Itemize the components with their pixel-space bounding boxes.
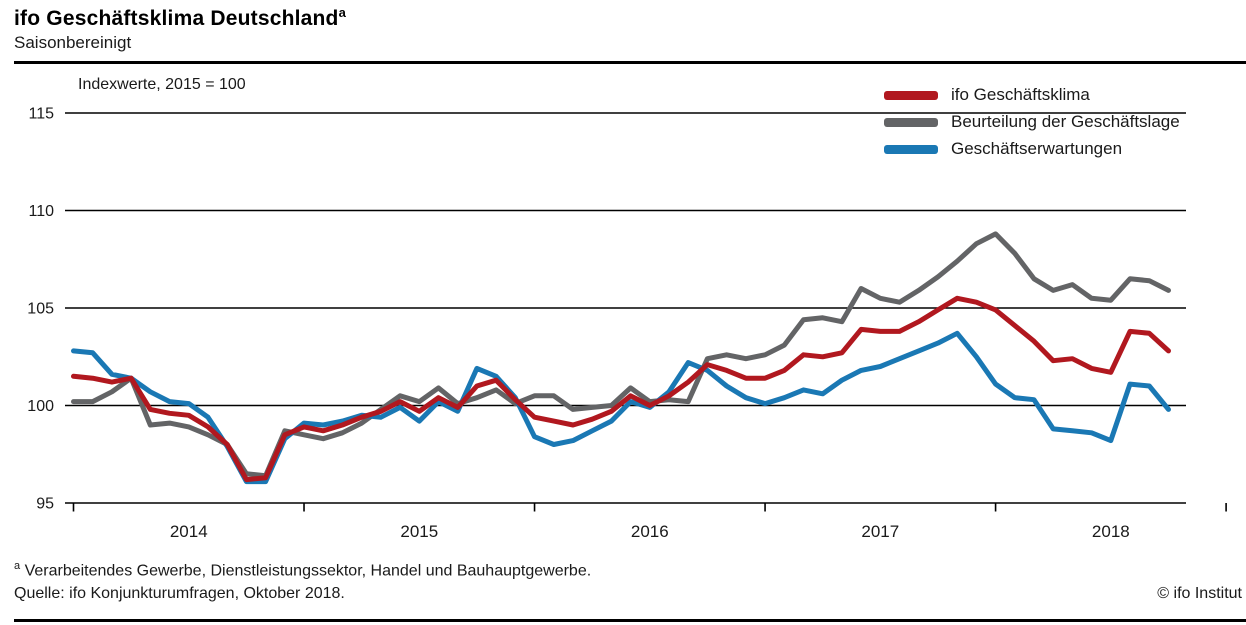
legend-swatch-blue (884, 144, 938, 154)
y-tick-label-115: 115 (28, 106, 54, 123)
footnote: a Verarbeitendes Gewerbe, Dienstleistung… (14, 560, 591, 580)
x-tick-label-2015: 2015 (400, 522, 438, 541)
y-tick-label-95: 95 (36, 496, 54, 513)
axis-unit-note: Indexwerte, 2015 = 100 (78, 76, 246, 93)
chart-legend: ifo Geschäftsklima Beurteilung der Gesch… (884, 85, 1180, 159)
x-tick-label-2017: 2017 (861, 522, 899, 541)
legend-swatch-gray (884, 117, 938, 127)
legend-label: Geschäftserwartungen (951, 139, 1123, 158)
page-subtitle: Saisonbereinigt (14, 33, 132, 52)
page-title-footnote-marker: a (338, 5, 347, 20)
page-title: ifo Geschäftsklima Deutschlanda (14, 5, 346, 31)
legend-item-geschaeftslage: Beurteilung der Geschäftslage (884, 112, 1180, 132)
footnote-text: Verarbeitendes Gewerbe, Dienstleistungss… (20, 562, 592, 580)
legend-label: Beurteilung der Geschäftslage (951, 112, 1180, 131)
legend-label: ifo Geschäftsklima (951, 85, 1090, 104)
series-line-geschaeftsklima (71, 295, 1171, 483)
legend-item-geschaeftsklima: ifo Geschäftsklima (884, 85, 1180, 105)
x-tick-label-2018: 2018 (1092, 522, 1130, 541)
x-tick-label-2016: 2016 (631, 522, 669, 541)
top-divider (14, 61, 1246, 64)
page-title-text: ifo Geschäftsklima Deutschland (14, 7, 339, 30)
bottom-divider (14, 619, 1246, 622)
x-tick-label-2014: 2014 (170, 522, 208, 541)
series-line-geschaeftslage (71, 231, 1171, 479)
legend-swatch-red (884, 90, 938, 100)
legend-item-geschaeftserwartungen: Geschäftserwartungen (884, 139, 1180, 159)
y-tick-label-100: 100 (27, 398, 54, 415)
y-tick-label-105: 105 (27, 301, 54, 318)
footnote-marker: a (14, 560, 21, 572)
y-tick-label-110: 110 (28, 203, 54, 220)
series-line-geschaeftserwartungen (71, 330, 1171, 485)
copyright-note: © ifo Institut (1157, 585, 1242, 602)
source-note: Quelle: ifo Konjunkturumfragen, Oktober … (14, 585, 345, 602)
